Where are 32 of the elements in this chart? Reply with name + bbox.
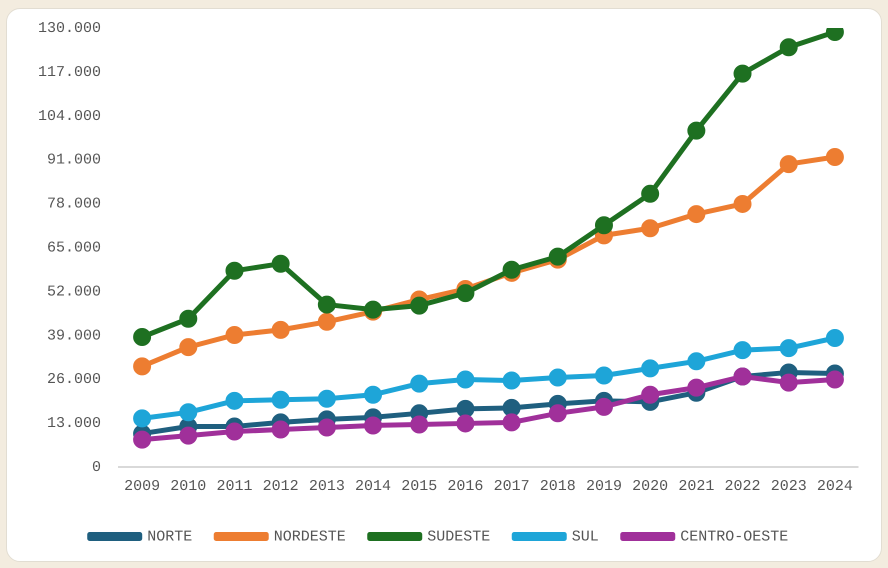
x-tick-label: 2012 (262, 478, 299, 495)
x-tick-label: 2024 (816, 478, 853, 495)
x-tick-label: 2022 (724, 478, 761, 495)
y-tick-label: 91.000 (46, 152, 102, 169)
x-tick-label: 2015 (401, 478, 438, 495)
x-tick-label: 2011 (216, 478, 252, 495)
legend-label: NORDESTE (274, 528, 346, 546)
x-tick-label: 2023 (770, 478, 807, 495)
x-tick-label: 2017 (494, 478, 530, 495)
x-tick-label: 2016 (447, 478, 484, 495)
legend-label: SUDESTE (427, 528, 490, 546)
y-tick-label: 52.000 (46, 283, 102, 300)
legend-label: CENTRO-OESTE (680, 528, 788, 546)
x-tick-label: 2018 (540, 478, 576, 495)
y-tick-label: 26.000 (46, 371, 102, 388)
x-tick-label: 2020 (632, 478, 668, 495)
x-tick-label: 2013 (308, 478, 345, 495)
y-tick-label: 130.000 (38, 20, 102, 37)
x-tick-label: 2019 (586, 478, 622, 495)
x-tick-label: 2010 (170, 478, 206, 495)
y-tick-label: 117.000 (38, 64, 102, 81)
y-tick-label: 0 (92, 458, 102, 476)
y-tick-label: 65.000 (46, 239, 102, 256)
x-tick-label: 2021 (678, 478, 714, 495)
y-tick-label: 78.000 (46, 196, 102, 213)
x-tick-label: 2009 (124, 478, 160, 495)
y-tick-label: 13.000 (46, 415, 102, 432)
legend-label: NORTE (147, 528, 192, 546)
y-tick-label: 39.000 (46, 327, 102, 344)
y-tick-label: 104.000 (38, 108, 102, 125)
x-tick-label: 2014 (355, 478, 392, 495)
legend-label: SUL (572, 528, 599, 546)
